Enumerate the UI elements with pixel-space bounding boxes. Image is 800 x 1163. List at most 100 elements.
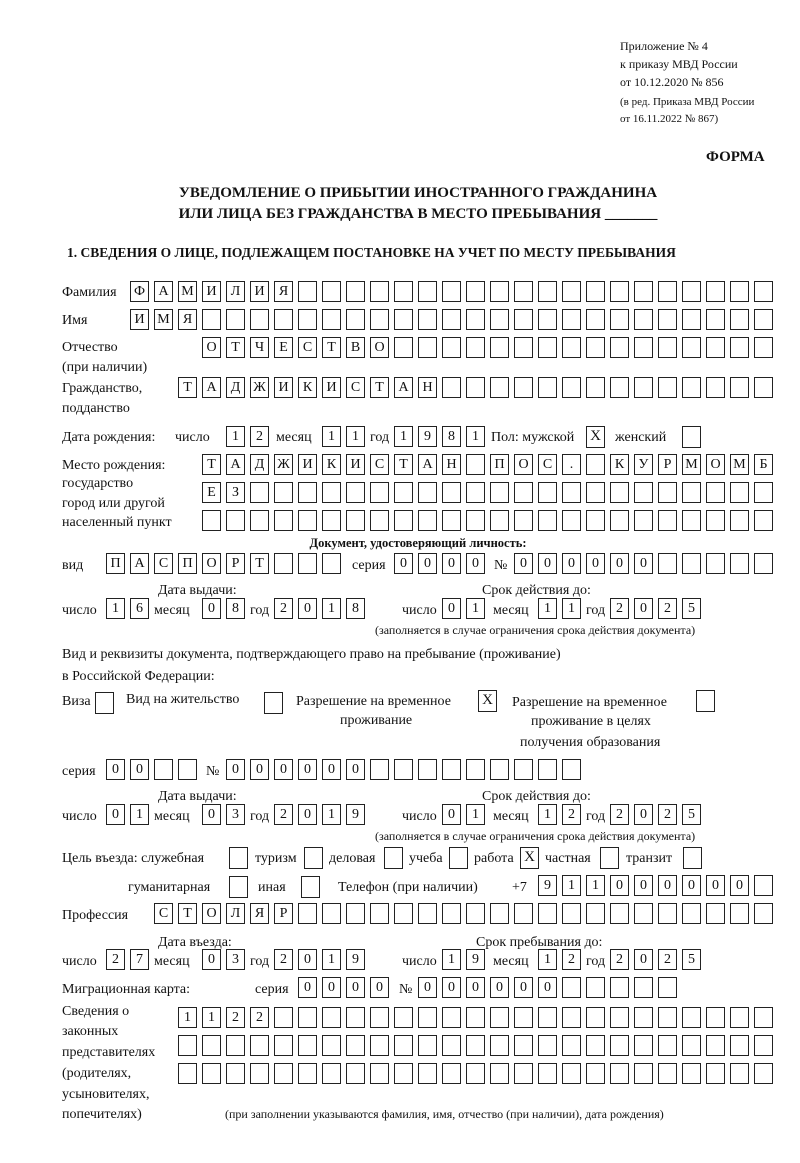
reps3-char-box[interactable]	[298, 1063, 317, 1084]
reps1-char-box[interactable]	[298, 1007, 317, 1028]
birthplace1-char-box[interactable]: А	[418, 454, 437, 475]
right-number-char-box[interactable]	[562, 759, 581, 780]
birthplace3-char-box[interactable]	[394, 510, 413, 531]
birthplace2-char-box[interactable]	[370, 482, 389, 503]
right-valid-year-char-box[interactable]: 0	[634, 804, 653, 825]
reps2-char-box[interactable]	[418, 1035, 437, 1056]
id-issue-year-char-box[interactable]: 8	[346, 598, 365, 619]
birthplace3-char-box[interactable]	[346, 510, 365, 531]
entry-day-char-box[interactable]: 7	[130, 949, 149, 970]
surname-char-box[interactable]: И	[202, 281, 221, 302]
right-number-char-box[interactable]	[370, 759, 389, 780]
birthplace3-char-box[interactable]	[586, 510, 605, 531]
id-kind-char-box[interactable]	[322, 553, 341, 574]
citizenship-char-box[interactable]	[658, 377, 677, 398]
surname-char-box[interactable]: Ф	[130, 281, 149, 302]
entry-year-char-box[interactable]: 2	[274, 949, 293, 970]
reps3-char-box[interactable]	[538, 1063, 557, 1084]
name-char-box[interactable]	[586, 309, 605, 330]
reps2-char-box[interactable]	[706, 1035, 725, 1056]
mig-number-char-box[interactable]	[634, 977, 653, 998]
id-kind-char-box[interactable]: П	[106, 553, 125, 574]
phone-char-box[interactable]: 1	[562, 875, 581, 896]
birthplace2-char-box[interactable]	[706, 482, 725, 503]
id-valid-month-char-box[interactable]: 1	[562, 598, 581, 619]
id-kind-char-box[interactable]: А	[130, 553, 149, 574]
birthplace3-char-box[interactable]	[634, 510, 653, 531]
id-number-char-box[interactable]: 0	[586, 553, 605, 574]
id-kind-char-box[interactable]: П	[178, 553, 197, 574]
profession-char-box[interactable]	[418, 903, 437, 924]
patronymic-char-box[interactable]	[706, 337, 725, 358]
right-series-char-box[interactable]: 0	[130, 759, 149, 780]
citizenship-char-box[interactable]	[562, 377, 581, 398]
name-char-box[interactable]	[514, 309, 533, 330]
birthplace2-char-box[interactable]	[514, 482, 533, 503]
birthplace1-char-box[interactable]: Р	[658, 454, 677, 475]
id-series-char-box[interactable]: 0	[418, 553, 437, 574]
birthplace2-char-box[interactable]	[394, 482, 413, 503]
visa-checkbox[interactable]	[95, 692, 114, 714]
surname-char-box[interactable]	[418, 281, 437, 302]
id-number-char-box[interactable]: 0	[610, 553, 629, 574]
right-series-char-box[interactable]: 0	[106, 759, 125, 780]
birthplace1-char-box[interactable]: Б	[754, 454, 773, 475]
reps2-char-box[interactable]	[250, 1035, 269, 1056]
id-issue-month-char-box[interactable]: 0	[202, 598, 221, 619]
right-issue-month-char-box[interactable]: 3	[226, 804, 245, 825]
profession-char-box[interactable]	[394, 903, 413, 924]
phone-char-box[interactable]: 1	[586, 875, 605, 896]
birthplace3-char-box[interactable]	[730, 510, 749, 531]
citizenship-char-box[interactable]: Т	[370, 377, 389, 398]
stay-month-char-box[interactable]: 1	[538, 949, 557, 970]
patronymic-char-box[interactable]	[754, 337, 773, 358]
id-number-char-box[interactable]	[658, 553, 677, 574]
citizenship-char-box[interactable]	[466, 377, 485, 398]
surname-char-box[interactable]: М	[178, 281, 197, 302]
birthplace2-char-box[interactable]	[466, 482, 485, 503]
id-number-char-box[interactable]: 0	[634, 553, 653, 574]
name-char-box[interactable]	[466, 309, 485, 330]
birthplace2-char-box[interactable]	[442, 482, 461, 503]
study-checkbox[interactable]	[449, 847, 468, 869]
right-valid-day-char-box[interactable]: 1	[466, 804, 485, 825]
residence-permit-checkbox[interactable]	[264, 692, 283, 714]
reps1-char-box[interactable]	[682, 1007, 701, 1028]
patronymic-char-box[interactable]: Т	[226, 337, 245, 358]
right-valid-month-char-box[interactable]: 1	[538, 804, 557, 825]
stay-month-char-box[interactable]: 2	[562, 949, 581, 970]
patronymic-char-box[interactable]	[610, 337, 629, 358]
right-number-char-box[interactable]	[442, 759, 461, 780]
birthplace2-char-box[interactable]	[298, 482, 317, 503]
birthplace1-char-box[interactable]: О	[706, 454, 725, 475]
citizenship-char-box[interactable]	[490, 377, 509, 398]
entry-month-char-box[interactable]: 0	[202, 949, 221, 970]
profession-char-box[interactable]	[586, 903, 605, 924]
entry-month-char-box[interactable]: 3	[226, 949, 245, 970]
name-char-box[interactable]	[202, 309, 221, 330]
birthplace1-char-box[interactable]	[586, 454, 605, 475]
phone-char-box[interactable]: 0	[682, 875, 701, 896]
patronymic-char-box[interactable]	[418, 337, 437, 358]
reps3-char-box[interactable]	[322, 1063, 341, 1084]
birthplace1-char-box[interactable]	[466, 454, 485, 475]
mig-number-char-box[interactable]: 0	[418, 977, 437, 998]
surname-char-box[interactable]: Я	[274, 281, 293, 302]
right-number-char-box[interactable]	[538, 759, 557, 780]
mig-number-char-box[interactable]	[586, 977, 605, 998]
reps3-char-box[interactable]	[394, 1063, 413, 1084]
citizenship-char-box[interactable]: Д	[226, 377, 245, 398]
transit-checkbox[interactable]	[683, 847, 702, 869]
birthplace2-char-box[interactable]	[658, 482, 677, 503]
phone-char-box[interactable]: 9	[538, 875, 557, 896]
birthplace2-char-box[interactable]	[322, 482, 341, 503]
profession-char-box[interactable]: Р	[274, 903, 293, 924]
work-checkbox[interactable]: X	[520, 847, 539, 869]
name-char-box[interactable]	[562, 309, 581, 330]
mig-series-char-box[interactable]: 0	[346, 977, 365, 998]
birth-day-char-box[interactable]: 2	[250, 426, 269, 447]
name-char-box[interactable]	[754, 309, 773, 330]
reps3-char-box[interactable]	[346, 1063, 365, 1084]
surname-char-box[interactable]: Л	[226, 281, 245, 302]
citizenship-char-box[interactable]: А	[394, 377, 413, 398]
